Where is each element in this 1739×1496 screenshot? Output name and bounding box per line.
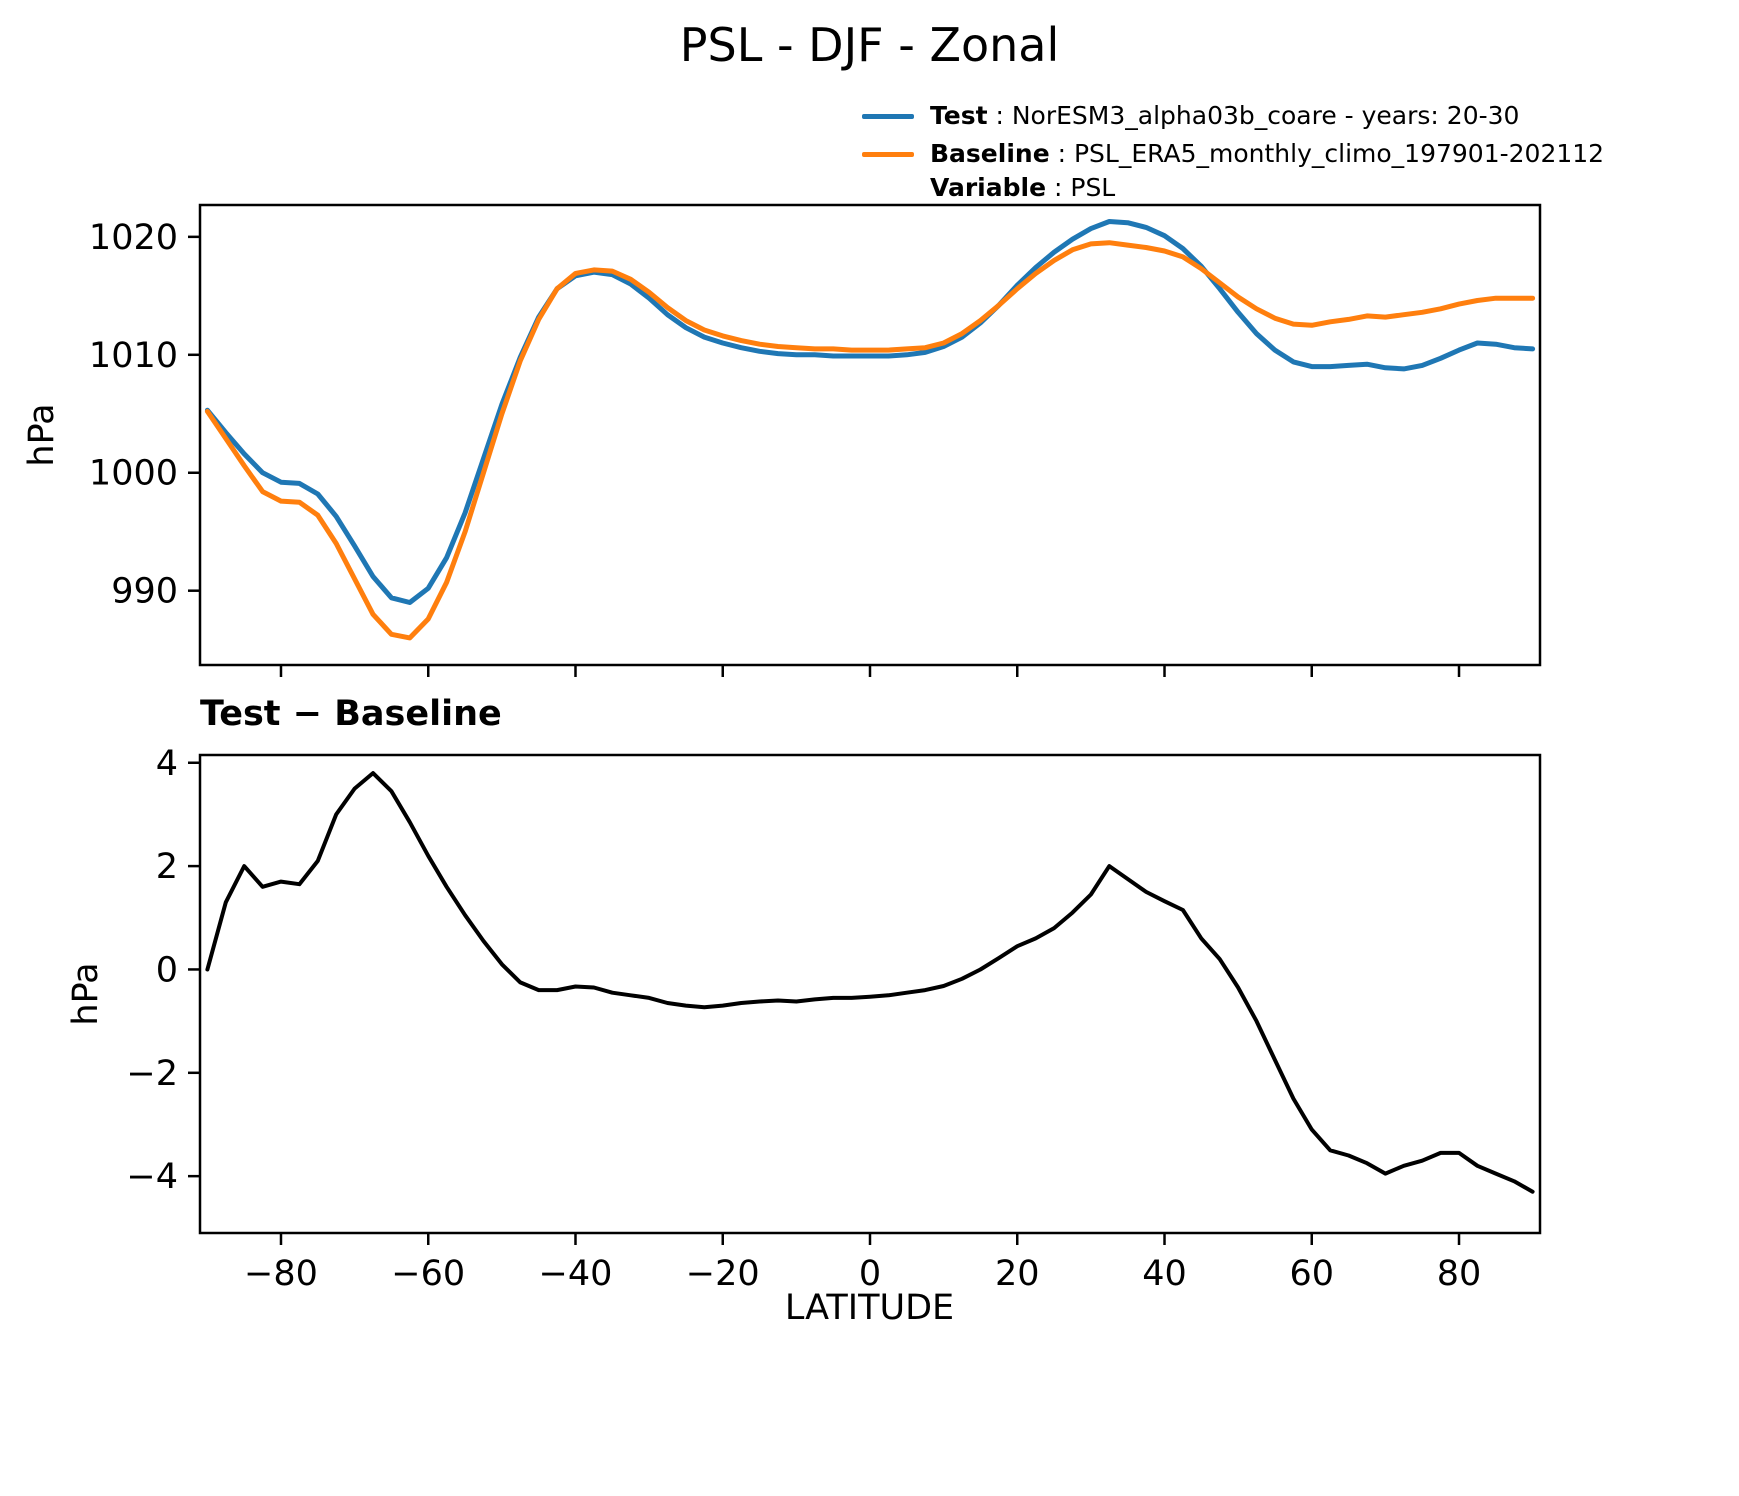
- svg-text:80: 80: [1437, 1254, 1482, 1294]
- svg-text:990: 990: [111, 572, 178, 612]
- svg-text:0: 0: [859, 1254, 881, 1294]
- svg-text:1020: 1020: [89, 218, 178, 258]
- test-line-swatch: [862, 113, 914, 119]
- svg-text:20: 20: [995, 1254, 1040, 1294]
- legend-variable: Variable : PSL: [862, 172, 1604, 204]
- legend-test-text: Test : NorESM3_alpha03b_coare - years: 2…: [930, 101, 1520, 130]
- difference-panel-title: Test − Baseline: [200, 694, 502, 734]
- svg-text:2: 2: [156, 847, 178, 887]
- svg-text:1010: 1010: [89, 336, 178, 376]
- svg-text:−60: −60: [391, 1254, 465, 1294]
- chart-title: PSL - DJF - Zonal: [679, 18, 1060, 72]
- svg-text:−80: −80: [244, 1254, 318, 1294]
- svg-text:0: 0: [156, 950, 178, 990]
- legend-item-test: Test : NorESM3_alpha03b_coare - years: 2…: [862, 100, 1604, 132]
- svg-text:60: 60: [1289, 1254, 1334, 1294]
- x-axis-label: LATITUDE: [784, 1288, 955, 1328]
- svg-text:4: 4: [156, 744, 178, 784]
- svg-text:−2: −2: [126, 1054, 178, 1094]
- legend-variable-text: Variable : PSL: [930, 173, 1116, 202]
- svg-text:1000: 1000: [89, 454, 178, 494]
- svg-text:40: 40: [1142, 1254, 1187, 1294]
- baseline-line-swatch: [862, 151, 914, 157]
- legend-item-baseline: Baseline : PSL_ERA5_monthly_climo_197901…: [862, 138, 1604, 170]
- legend-baseline-text: Baseline : PSL_ERA5_monthly_climo_197901…: [930, 139, 1605, 168]
- svg-text:−40: −40: [539, 1254, 613, 1294]
- legend: Test : NorESM3_alpha03b_coare - years: 2…: [862, 100, 1604, 210]
- svg-text:−20: −20: [686, 1254, 760, 1294]
- svg-text:−4: −4: [126, 1157, 178, 1197]
